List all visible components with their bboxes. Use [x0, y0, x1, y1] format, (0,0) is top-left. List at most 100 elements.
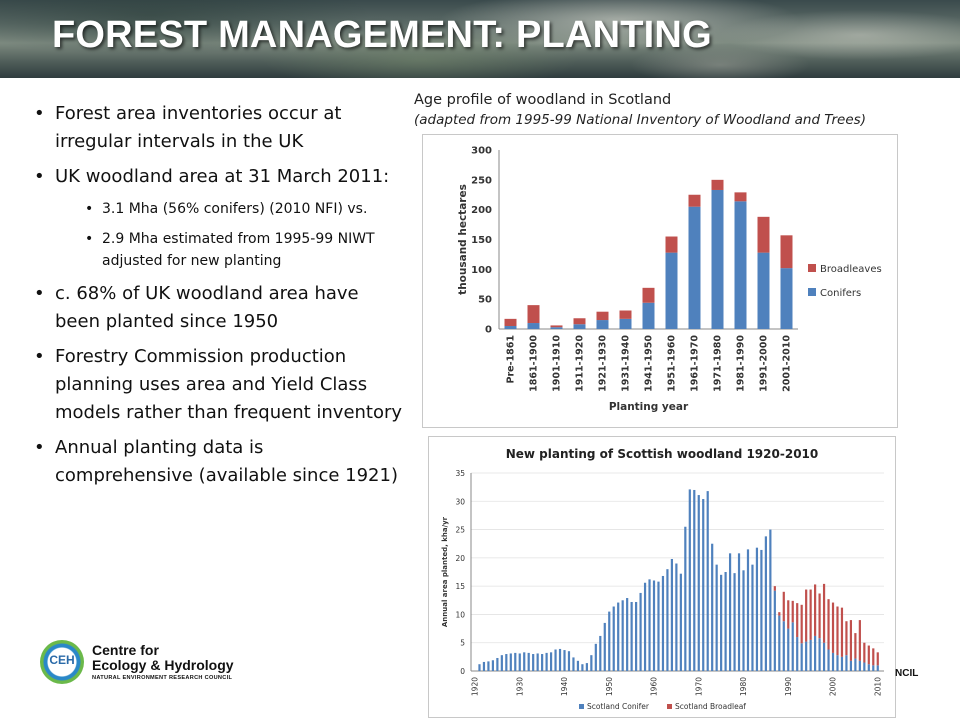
bar-scotland-conifer: [648, 579, 651, 671]
y-tick-label: 15: [455, 582, 465, 591]
bullet-list: Forest area inventories occur at irregul…: [34, 100, 404, 497]
bar-scotland-conifer: [679, 573, 682, 671]
bar-scotland-conifer: [491, 660, 495, 671]
bar-scotland-conifer: [782, 621, 785, 671]
x-axis-title: Planting year: [609, 401, 689, 413]
bar-scotland-broadleaf: [805, 589, 808, 642]
bar-broadleaves: [757, 216, 770, 253]
bar-conifers: [734, 201, 747, 329]
bullet-item: Annual planting data is comprehensive (a…: [34, 434, 404, 490]
logo-subtitle: NATURAL ENVIRONMENT RESEARCH COUNCIL: [92, 675, 233, 681]
bar-scotland-broadleaf: [773, 586, 776, 591]
y-tick-label: 50: [478, 295, 492, 306]
bar-scotland-conifer: [563, 650, 566, 671]
bar-scotland-conifer: [532, 654, 535, 671]
bar-scotland-conifer: [572, 657, 575, 671]
chart-title: New planting of Scottish woodland 1920-2…: [506, 447, 819, 461]
bar-broadleaves: [573, 318, 586, 325]
bar-scotland-conifer: [827, 649, 830, 671]
caption-source: (adapted from 1995-99 National Inventory…: [414, 112, 866, 128]
bar-scotland-broadleaf: [787, 600, 790, 629]
bar-scotland-conifer: [706, 491, 709, 671]
bar-scotland-broadleaf: [831, 602, 835, 653]
x-tick-label: 1951-1960: [667, 335, 678, 392]
bar-scotland-broadleaf: [782, 591, 785, 622]
x-tick-label: 1920: [471, 677, 480, 696]
bar-scotland-conifer: [576, 660, 580, 671]
bar-scotland-conifer: [478, 664, 481, 671]
bar-broadleaves: [734, 192, 747, 202]
y-tick-label: 25: [455, 526, 465, 535]
x-tick-label: 1971-1980: [713, 335, 724, 392]
bar-scotland-conifer: [720, 574, 723, 671]
y-axis-title: thousand hectares: [457, 184, 469, 295]
bar-scotland-conifer: [585, 663, 588, 671]
bar-conifers: [665, 252, 678, 329]
x-tick-label: 1961-1970: [690, 335, 701, 392]
bar-scotland-conifer: [505, 654, 508, 671]
bar-scotland-broadleaf: [814, 584, 817, 636]
bar-scotland-conifer: [608, 611, 611, 671]
bar-scotland-broadleaf: [849, 620, 853, 661]
legend-label: Conifers: [820, 288, 861, 299]
bar-scotland-broadleaf: [800, 604, 803, 644]
y-tick-label: 250: [471, 175, 492, 186]
bar-scotland-conifer: [670, 558, 674, 671]
bar-scotland-conifer: [805, 641, 808, 671]
bar-scotland-conifer: [657, 581, 660, 671]
bar-scotland-conifer: [831, 652, 835, 671]
bar-scotland-conifer: [876, 665, 879, 671]
bar-scotland-conifer: [822, 642, 826, 671]
age-profile-chart-svg: 0 50 100 150 200 250 300 Pre-1861 1861-1900 1901-…: [457, 146, 882, 414]
bar-broadleaves: [665, 236, 678, 253]
legend-swatch-conifers: [808, 288, 816, 296]
bar-scotland-conifer: [849, 660, 853, 671]
bar-scotland-conifer: [867, 664, 870, 671]
logo-line: Ecology & Hydrology: [92, 657, 234, 673]
logo-line: Centre for: [92, 642, 159, 658]
bar-scotland-conifer: [509, 653, 512, 671]
x-tick-label: 1861-1900: [529, 335, 540, 392]
bar-scotland-conifer: [527, 652, 530, 671]
bar-scotland-conifer: [487, 661, 490, 671]
bar-broadleaves: [619, 310, 632, 319]
y-tick-label: 35: [455, 469, 465, 478]
bar-scotland-conifer: [724, 572, 727, 671]
bar-scotland-conifer: [500, 655, 503, 671]
bar-scotland-conifer: [688, 489, 691, 671]
bar-scotland-broadleaf: [791, 600, 794, 623]
bar-scotland-conifer: [728, 553, 732, 671]
bar-scotland-conifer: [626, 598, 629, 671]
ceh-emblem-icon: CEH: [40, 640, 84, 684]
bar-scotland-conifer: [630, 601, 633, 671]
y-tick-label: 300: [471, 146, 492, 157]
sub-bullet-item: 3.1 Mha (56% conifers) (2010 NFI) vs.: [34, 198, 404, 220]
x-tick-label: 1921-1930: [598, 335, 609, 392]
bar-broadleaves: [780, 235, 793, 269]
bar-scotland-conifer: [612, 606, 615, 671]
bar-scotland-conifer: [872, 665, 875, 671]
bar-scotland-conifer: [778, 615, 781, 671]
ceh-emblem-text: CEH: [49, 653, 75, 667]
bar-conifers: [780, 268, 793, 329]
bar-scotland-conifer: [643, 582, 647, 671]
x-tick-label: 2001-2010: [782, 335, 793, 392]
caption-line: Age profile of woodland in Scotland: [414, 92, 672, 108]
bar-conifers: [688, 206, 701, 329]
y-tick-label: 30: [455, 497, 465, 506]
bar-scotland-conifer: [567, 651, 571, 671]
y-tick-label: 150: [471, 235, 492, 246]
bar-scotland-conifer: [769, 529, 772, 671]
bar-scotland-conifer: [836, 655, 839, 671]
bar-scotland-broadleaf: [863, 642, 866, 663]
x-tick-label: 2000: [829, 677, 838, 696]
bar-scotland-conifer: [639, 592, 642, 671]
bar-scotland-conifer: [482, 661, 486, 671]
bar-scotland-conifer: [746, 549, 750, 671]
bar-scotland-conifer: [809, 639, 812, 671]
bar-scotland-broadleaf: [854, 633, 857, 659]
bar-scotland-conifer: [818, 638, 821, 671]
x-tick-label: 1960: [650, 677, 659, 696]
bar-broadleaves: [550, 325, 563, 328]
chart-caption: Age profile of woodland in Scotland (ada…: [414, 90, 866, 130]
